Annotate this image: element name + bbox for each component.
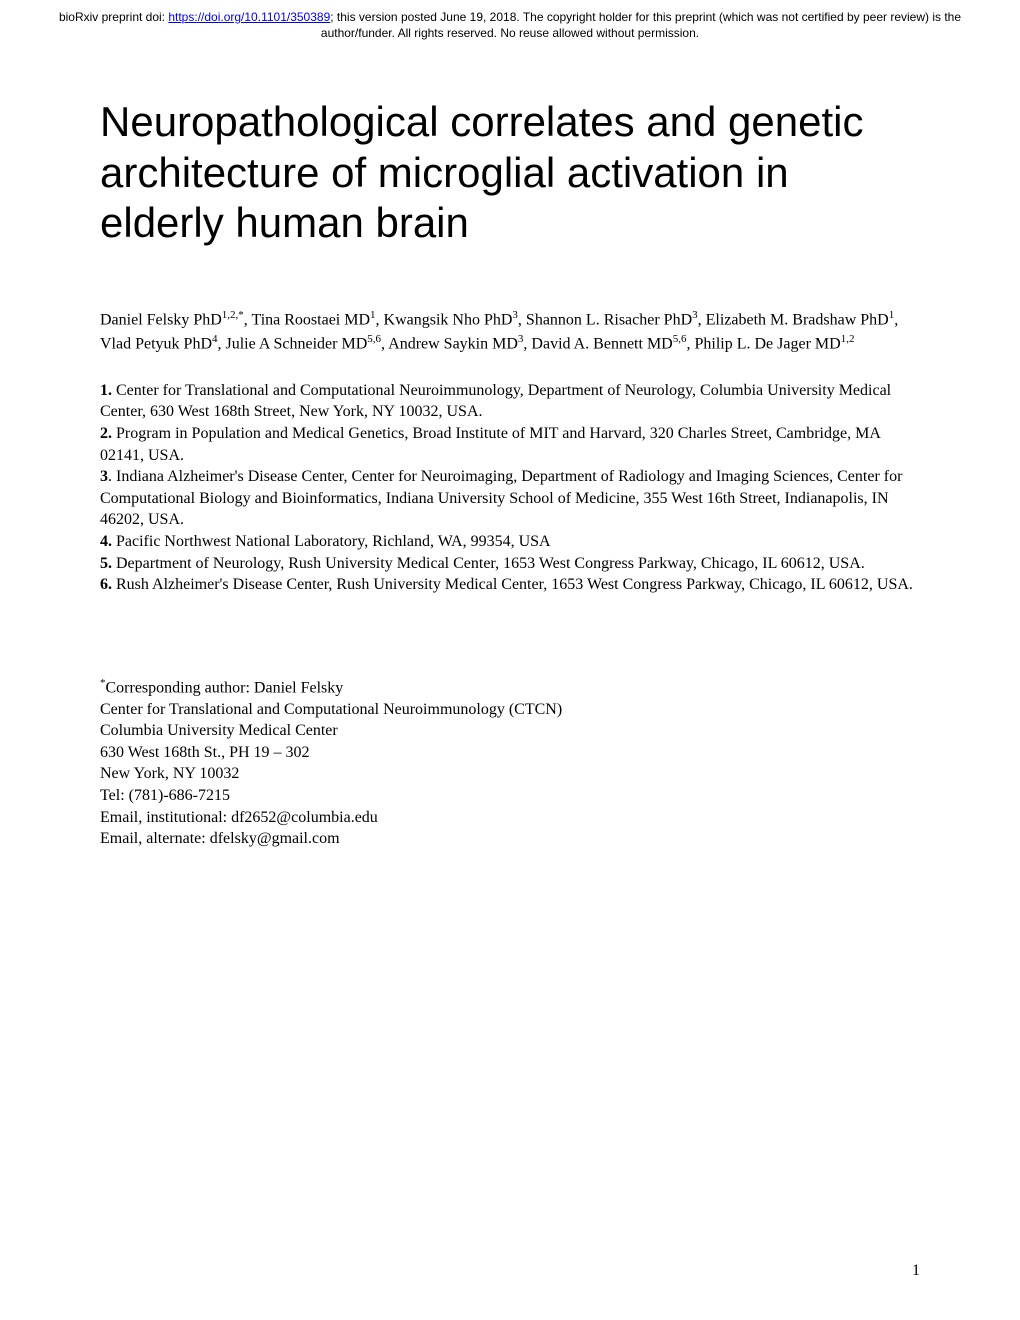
affiliation-text: Center for Translational and Computation… (100, 382, 891, 421)
doi-link[interactable]: https://doi.org/10.1101/350389 (168, 10, 330, 24)
preprint-banner: bioRxiv preprint doi: https://doi.org/10… (0, 0, 1020, 47)
affiliation-line: 1. Center for Translational and Computat… (100, 380, 920, 423)
corresponding-line: *Corresponding author: Daniel Felsky (100, 676, 920, 699)
affiliation-text: Program in Population and Medical Geneti… (100, 425, 880, 464)
affiliation-number: 2. (100, 425, 112, 442)
authors-list: Daniel Felsky PhD1,2,*, Tina Roostaei MD… (100, 308, 920, 355)
affiliation-number: 4. (100, 533, 112, 550)
corresponding-author-block: *Corresponding author: Daniel Felsky Cen… (100, 676, 920, 850)
author-name: , Shannon L. Risacher PhD (518, 312, 692, 329)
corresponding-line: Email, institutional: df2652@columbia.ed… (100, 807, 920, 829)
author-name: , Julie A Schneider MD (218, 335, 368, 352)
author-name: , Elizabeth M. Bradshaw PhD (698, 312, 889, 329)
corresponding-line: New York, NY 10032 (100, 763, 920, 785)
banner-suffix: ; this version posted June 19, 2018. The… (321, 10, 961, 40)
author-name: , Philip L. De Jager MD (686, 335, 840, 352)
author-affil-sup: 1,2 (841, 333, 855, 345)
author-affil-sup: 5,6 (673, 333, 687, 345)
author-affil-sup: 1,2,* (222, 309, 244, 321)
affiliation-line: 5. Department of Neurology, Rush Univers… (100, 553, 920, 575)
corresponding-line: Columbia University Medical Center (100, 720, 920, 742)
author-affil-sup: 5,6 (367, 333, 381, 345)
affiliation-number: 1. (100, 382, 112, 399)
paper-title: Neuropathological correlates and genetic… (100, 97, 920, 248)
affiliation-line: 2. Program in Population and Medical Gen… (100, 423, 920, 466)
page-content: Neuropathological correlates and genetic… (0, 47, 1020, 850)
author-name: , David A. Bennett MD (523, 335, 672, 352)
author-name: Daniel Felsky PhD (100, 312, 222, 329)
affiliations-block: 1. Center for Translational and Computat… (100, 380, 920, 596)
author-name: , Tina Roostaei MD (244, 312, 370, 329)
corresponding-text: Corresponding author: Daniel Felsky (106, 679, 344, 696)
affiliation-text: Rush Alzheimer's Disease Center, Rush Un… (112, 576, 913, 593)
banner-prefix: bioRxiv preprint doi: (59, 10, 168, 24)
corresponding-line: Tel: (781)-686-7215 (100, 785, 920, 807)
affiliation-number: 6. (100, 576, 112, 593)
affiliation-text: Pacific Northwest National Laboratory, R… (112, 533, 551, 550)
affiliation-line: 3. Indiana Alzheimer's Disease Center, C… (100, 466, 920, 531)
affiliation-line: 4. Pacific Northwest National Laboratory… (100, 531, 920, 553)
affiliation-line: 6. Rush Alzheimer's Disease Center, Rush… (100, 574, 920, 596)
affiliation-number: 3 (100, 468, 108, 485)
corresponding-line: Email, alternate: dfelsky@gmail.com (100, 828, 920, 850)
author-name: , Kwangsik Nho PhD (376, 312, 513, 329)
author-name: , Andrew Saykin MD (381, 335, 518, 352)
affiliation-number: 5. (100, 555, 112, 572)
corresponding-line: 630 West 168th St., PH 19 – 302 (100, 742, 920, 764)
page-number: 1 (912, 1262, 920, 1280)
affiliation-text: . Indiana Alzheimer's Disease Center, Ce… (100, 468, 902, 528)
corresponding-line: Center for Translational and Computation… (100, 699, 920, 721)
affiliation-text: Department of Neurology, Rush University… (112, 555, 865, 572)
